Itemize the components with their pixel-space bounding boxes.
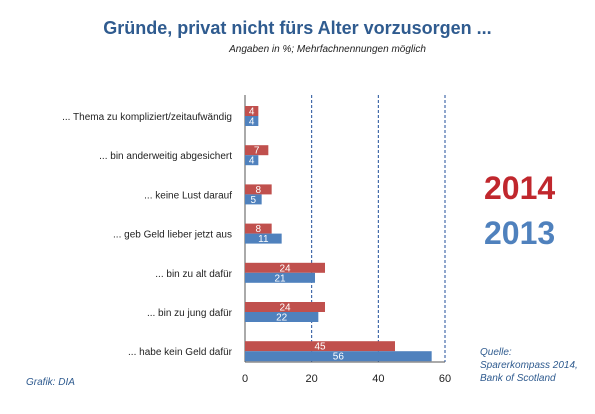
- category-label: ... bin zu alt dafür: [155, 269, 232, 280]
- bar-value-label: 8: [256, 224, 262, 235]
- source-line-3: Bank of Scotland: [480, 373, 556, 384]
- bar-value-label: 24: [279, 303, 291, 314]
- chart-subtitle: Angaben in %; Mehrfachnennungen möglich: [229, 44, 426, 55]
- bar-2014: [245, 184, 272, 195]
- bar-2014: [245, 302, 325, 312]
- source-line-1: Quelle:: [480, 347, 512, 358]
- chart-title: Gründe, privat nicht fürs Alter vorzusor…: [103, 18, 492, 38]
- bar-value-label: 4: [249, 107, 255, 118]
- bar-2014: [245, 341, 395, 352]
- legend-2013: 2013: [484, 215, 556, 251]
- source-note: Quelle: Sparerkompass 2014, Bank of Scot…: [480, 346, 578, 385]
- bar-value-label: 4: [249, 156, 255, 167]
- legend-2014: 2014: [484, 170, 556, 206]
- category-label: ... bin anderweitig abgesichert: [99, 151, 232, 162]
- source-line-2: Sparerkompass 2014,: [480, 360, 578, 371]
- bar-value-label: 45: [314, 342, 326, 353]
- bar-value-label: 21: [274, 273, 286, 284]
- bar-value-label: 5: [251, 195, 257, 206]
- bar-2014: [245, 262, 325, 273]
- category-label: ... Thema zu kompliziert/zeitaufwändig: [62, 112, 232, 123]
- bar-2013: [245, 233, 282, 244]
- bar-2013: [245, 116, 259, 126]
- category-label: ... keine Lust darauf: [144, 190, 232, 201]
- bar-2014: [245, 145, 269, 156]
- bar-value-label: 56: [333, 352, 345, 363]
- bar-2013: [245, 194, 262, 205]
- bar-value-label: 22: [276, 313, 288, 324]
- bar-2014: [245, 223, 272, 234]
- x-tick-label: 60: [439, 373, 451, 385]
- x-tick-label: 40: [372, 373, 384, 385]
- bar-value-label: 11: [258, 234, 269, 245]
- bar-2013: [245, 272, 315, 283]
- bar-2013: [245, 351, 432, 362]
- category-label: ... geb Geld lieber jetzt aus: [113, 230, 232, 241]
- bar-value-label: 8: [256, 185, 262, 196]
- bar-2013: [245, 155, 259, 166]
- category-label: ... bin zu jung dafür: [147, 308, 233, 319]
- bar-2014: [245, 106, 259, 116]
- bar-2013: [245, 312, 319, 322]
- category-label: ... habe kein Geld dafür: [128, 347, 233, 358]
- bar-value-label: 7: [254, 146, 260, 157]
- graphic-credit: Grafik: DIA: [26, 377, 75, 388]
- bar-value-label: 4: [249, 117, 255, 128]
- bar-value-label: 24: [279, 263, 291, 274]
- x-tick-label: 0: [242, 373, 248, 385]
- x-tick-label: 20: [306, 373, 318, 385]
